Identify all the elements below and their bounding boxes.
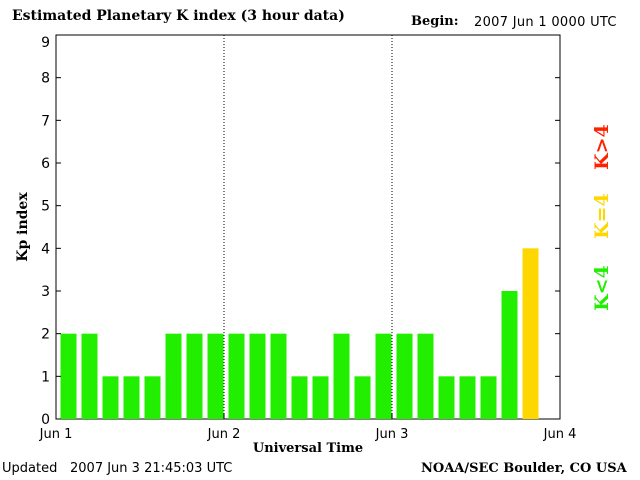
x-axis-label: Universal Time [253, 441, 363, 456]
kp-bar [501, 291, 518, 419]
kp-bar [396, 333, 413, 419]
x-tick-label: Jun 1 [39, 427, 73, 442]
legend: K<4 K=4 K>4 [591, 124, 613, 311]
kp-bar [312, 376, 329, 419]
kp-bar [102, 376, 119, 419]
y-axis-label: Kp index [15, 192, 31, 262]
x-tick-label: Jun 3 [375, 427, 409, 442]
legend-item: K<4 [591, 265, 613, 311]
kp-bar [270, 333, 287, 419]
y-tick-label: 3 [41, 284, 50, 300]
legend-item: K>4 [591, 124, 613, 170]
begin-label: Begin: [411, 14, 459, 29]
kp-bar [291, 376, 308, 419]
x-tick-label: Jun 2 [207, 427, 241, 442]
kp-bar [333, 333, 350, 419]
kp-bar [81, 333, 98, 419]
updated-timestamp: 2007 Jun 3 21:45:03 UTC [70, 461, 233, 476]
y-tick-label: 9 [41, 35, 50, 51]
x-tick-label: Jun 4 [543, 427, 577, 442]
kp-bar [60, 333, 77, 419]
plot-frame [55, 34, 561, 420]
credit-line: NOAA/SEC Boulder, CO USA [421, 461, 627, 476]
updated-label: Updated [2, 461, 58, 476]
begin-value: 2007 Jun 1 0000 UTC [474, 15, 617, 30]
y-tick-label: 5 [41, 199, 50, 215]
y-tick-label: 7 [41, 113, 50, 129]
kp-bar [459, 376, 476, 419]
kp-bar [375, 333, 392, 419]
kp-bar [417, 333, 434, 419]
kp-bar [144, 376, 161, 419]
y-tick-label: 4 [41, 241, 50, 257]
y-ticks: 0 1 2 3 4 5 6 7 8 9 [41, 34, 560, 428]
kp-bar [186, 333, 203, 419]
x-ticks: Jun 1 Jun 2 Jun 3 Jun 4 [39, 413, 577, 442]
kp-bar [228, 333, 245, 419]
kp-bar [522, 248, 539, 419]
kp-bar [165, 333, 182, 419]
kp-bar [438, 376, 455, 419]
kp-bar [249, 333, 266, 419]
day-separators [223, 35, 393, 419]
y-tick-label: 2 [41, 327, 50, 343]
kp-bar [207, 333, 224, 419]
kp-bar [123, 376, 140, 419]
y-tick-label: 8 [41, 71, 50, 87]
y-tick-label: 1 [41, 369, 50, 385]
y-tick-label: 0 [41, 412, 50, 428]
kp-bar [354, 376, 371, 419]
kp-bars [60, 248, 539, 419]
kp-bar [480, 376, 497, 419]
legend-item: K=4 [591, 193, 613, 239]
y-tick-label: 6 [41, 156, 50, 172]
chart-title: Estimated Planetary K index (3 hour data… [12, 8, 345, 24]
